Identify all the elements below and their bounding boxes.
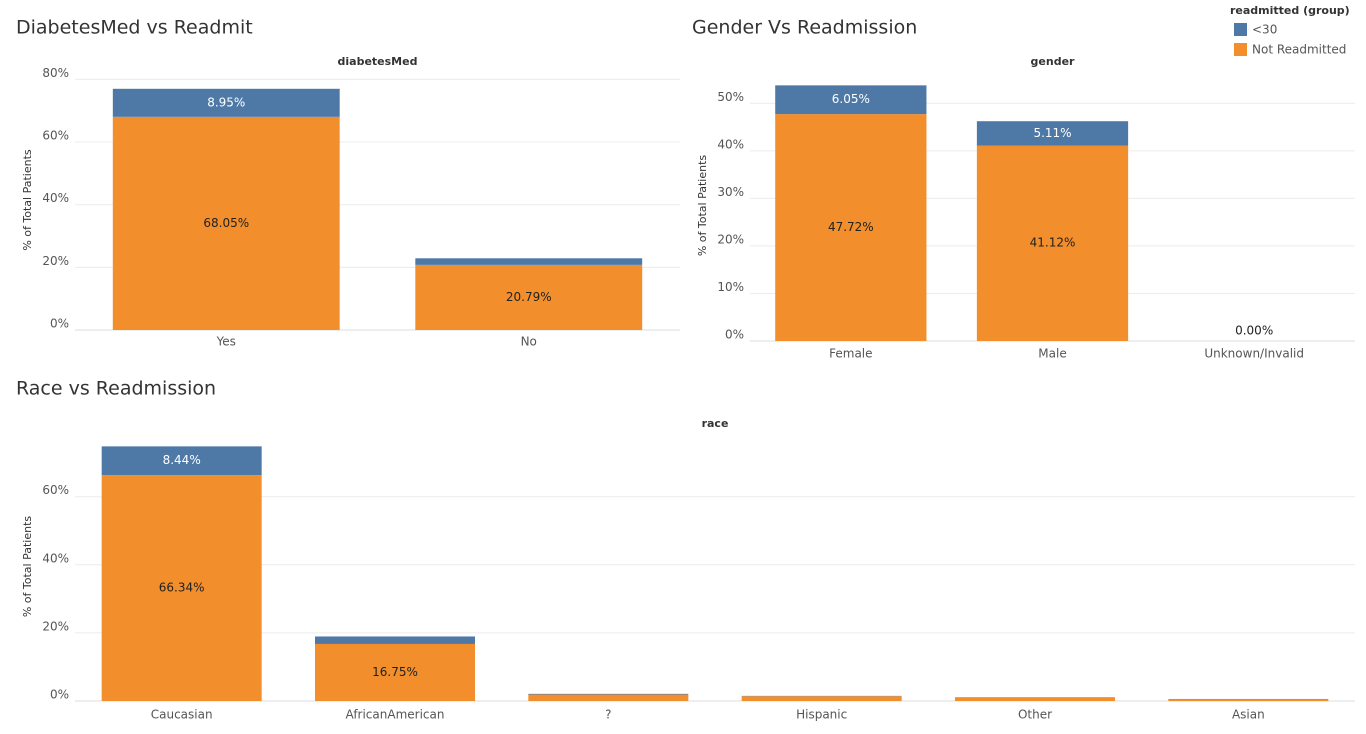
x-tick-label: Male — [1038, 347, 1066, 361]
bar-segment — [415, 258, 643, 265]
column-header: gender — [1031, 55, 1076, 68]
y-tick-label: 0% — [50, 317, 69, 331]
y-tick-label: 10% — [717, 280, 744, 294]
legend-title: readmitted (group) — [1230, 4, 1350, 17]
bar-segment — [741, 696, 902, 701]
data-label: 16.75% — [372, 665, 418, 679]
x-tick-label: Female — [829, 347, 872, 361]
bar-segment — [976, 121, 1129, 146]
y-axis-title: % of Total Patients — [21, 149, 34, 251]
x-tick-label: Hispanic — [796, 708, 847, 722]
bar-segment — [528, 694, 689, 701]
bar-segment — [112, 116, 340, 330]
chart-title: Gender Vs Readmission — [692, 17, 917, 39]
bar-segment — [112, 88, 340, 117]
y-tick-label: 80% — [42, 66, 69, 80]
x-tick-label: Asian — [1232, 708, 1265, 722]
column-header: race — [702, 417, 729, 430]
data-label: 68.05% — [203, 216, 249, 230]
y-tick-label: 60% — [42, 483, 69, 497]
x-tick-label: ? — [605, 708, 611, 722]
legend-label: Not Readmitted — [1252, 43, 1346, 57]
y-tick-label: 30% — [717, 185, 744, 199]
bar-segment — [101, 475, 262, 701]
bar-segment — [101, 446, 262, 476]
bar-segment — [528, 693, 689, 695]
x-tick-label: Other — [1018, 708, 1052, 722]
legend-label: <30 — [1252, 23, 1277, 37]
data-label: 8.44% — [163, 453, 201, 467]
x-tick-label: AfricanAmerican — [346, 708, 445, 722]
y-tick-label: 20% — [42, 619, 69, 633]
y-tick-label: 20% — [42, 254, 69, 268]
y-tick-label: 40% — [717, 137, 744, 151]
y-tick-label: 20% — [717, 232, 744, 246]
x-tick-label: Yes — [216, 335, 236, 349]
bar-segment — [415, 264, 643, 330]
y-tick-label: 0% — [725, 328, 744, 342]
bar-segment — [315, 643, 475, 701]
x-tick-label: Unknown/Invalid — [1204, 347, 1304, 361]
y-tick-label: 40% — [42, 551, 69, 565]
y-axis-title: % of Total Patients — [696, 155, 709, 257]
bar-segment — [775, 85, 927, 115]
y-tick-label: 50% — [717, 90, 744, 104]
data-label: 20.79% — [506, 290, 552, 304]
y-tick-label: 0% — [50, 688, 69, 702]
data-label: 0.00% — [1235, 324, 1273, 338]
data-label: 47.72% — [828, 220, 874, 234]
legend-swatch — [1234, 43, 1247, 56]
data-label: 6.05% — [832, 92, 870, 106]
data-label: 8.95% — [207, 95, 245, 109]
y-axis-title: % of Total Patients — [21, 516, 34, 618]
column-header: diabetesMed — [338, 55, 418, 68]
y-tick-label: 40% — [42, 191, 69, 205]
bar-segment — [315, 636, 475, 644]
bar-segment — [775, 114, 927, 342]
chart-title: Race vs Readmission — [16, 378, 216, 400]
x-tick-label: No — [521, 335, 537, 349]
data-label: 66.34% — [159, 581, 205, 595]
chart-title: DiabetesMed vs Readmit — [16, 17, 253, 39]
y-tick-label: 60% — [42, 129, 69, 143]
bar-segment — [976, 145, 1129, 341]
data-label: 41.12% — [1030, 236, 1076, 250]
data-label: 5.11% — [1033, 126, 1071, 140]
x-tick-label: Caucasian — [151, 708, 213, 722]
bar-segment — [955, 697, 1115, 701]
legend-swatch — [1234, 23, 1247, 36]
bar-segment — [1168, 699, 1329, 701]
